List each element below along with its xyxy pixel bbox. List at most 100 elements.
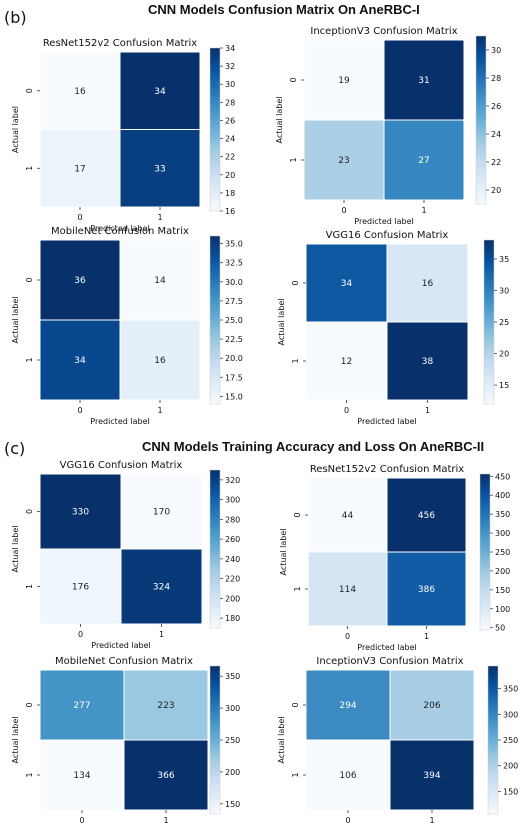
heatmap-cell — [120, 548, 203, 625]
cell-value-label: 324 — [153, 583, 170, 593]
chart-title: MobileNet Confusion Matrix — [55, 656, 193, 667]
colorbar-tick-label: 22 — [491, 158, 501, 167]
confusion-matrix-chart: VGG16 Confusion Matrix 34 16 12 38 0 1 0 1 Predic… — [277, 230, 509, 426]
y-axis-label: Actual label — [279, 529, 288, 576]
colorbar-tick-label: 35.0 — [225, 240, 243, 249]
colorbar — [483, 239, 495, 405]
colorbar-tick-label: 30 — [499, 286, 509, 295]
y-tick-label: 1 — [25, 584, 34, 589]
cell-value-label: 223 — [157, 701, 174, 711]
colorbar-tick-label: 30 — [491, 46, 501, 55]
heatmap-cell — [389, 669, 475, 741]
confusion-matrix-chart: ResNet152v2 Confusion Matrix 16 34 17 33 0 1 0 1… — [11, 38, 235, 233]
cell-value-label: 386 — [418, 585, 435, 595]
heatmap-cell — [386, 243, 469, 323]
section-b-letter: (b) — [4, 8, 27, 27]
cell-value-label: 34 — [74, 356, 86, 366]
x-axis-label: Predicted label — [90, 417, 149, 426]
colorbar-tick-label: 22.5 — [225, 335, 243, 344]
cell-value-label: 16 — [154, 356, 166, 366]
heatmap-cell — [305, 669, 391, 741]
y-tick-label: 0 — [25, 702, 34, 707]
y-axis-label: Actual label — [11, 717, 20, 764]
heatmap-cell — [383, 39, 465, 121]
cell-value-label: 19 — [338, 76, 350, 86]
heatmap-cell — [39, 319, 121, 401]
colorbar-tick-label: 22 — [225, 153, 235, 162]
x-tick-label: 0 — [341, 206, 346, 215]
cell-value-label: 38 — [422, 357, 434, 367]
y-tick-label: 1 — [25, 772, 34, 777]
y-tick-label: 1 — [293, 586, 302, 591]
x-axis-label: Predicted label — [357, 643, 416, 652]
confusion-matrix-chart: InceptionV3 Confusion Matrix 19 31 23 27 0 1 0 1… — [275, 26, 501, 226]
colorbar-tick-label: 17.5 — [225, 373, 243, 382]
x-tick-label: 1 — [425, 406, 430, 415]
x-tick-label: 1 — [163, 816, 168, 825]
colorbar-tick-label: 15 — [499, 381, 509, 390]
colorbar-tick-label: 20 — [499, 350, 509, 359]
colorbar — [209, 235, 221, 405]
heatmap-cell — [389, 739, 475, 811]
x-tick-label: 1 — [424, 632, 429, 641]
y-tick-label: 1 — [289, 157, 298, 162]
colorbar — [209, 47, 221, 212]
x-tick-label: 0 — [78, 630, 83, 639]
section-c-letter: (c) — [4, 439, 26, 458]
colorbar-tick-label: 260 — [225, 535, 240, 544]
y-tick-label: 0 — [25, 277, 34, 282]
colorbar-tick-label: 35 — [499, 255, 509, 264]
cell-value-label: 16 — [74, 87, 86, 97]
x-tick-label: 1 — [421, 206, 426, 215]
cell-value-label: 34 — [341, 279, 353, 289]
colorbar-tick-label: 20.0 — [225, 354, 243, 363]
y-tick-label: 1 — [291, 772, 300, 777]
y-axis-label: Actual label — [11, 106, 20, 153]
cell-value-label: 294 — [339, 701, 356, 711]
cell-value-label: 106 — [339, 771, 356, 781]
colorbar-tick-label: 320 — [225, 476, 240, 485]
colorbar-tick-label: 240 — [225, 555, 240, 564]
x-tick-label: 1 — [157, 213, 162, 222]
x-tick-label: 0 — [77, 213, 82, 222]
heatmap-cell — [123, 739, 209, 811]
cell-value-label: 394 — [423, 771, 440, 781]
section-b-title: CNN Models Confusion Matrix On AneRBC-I — [148, 2, 420, 17]
confusion-matrix-chart: MobileNet Confusion Matrix 277 223 134 366 0 1… — [11, 656, 240, 825]
heatmap-cell — [39, 669, 125, 741]
cell-value-label: 176 — [72, 583, 89, 593]
x-tick-label: 0 — [344, 406, 349, 415]
colorbar-tick-label: 25.0 — [225, 316, 243, 325]
colorbar-tick-label: 200 — [503, 762, 518, 771]
chart-title: InceptionV3 Confusion Matrix — [310, 26, 457, 37]
colorbar-tick-label: 30 — [225, 80, 235, 89]
colorbar-tick-label: 300 — [503, 710, 518, 719]
y-tick-label: 1 — [25, 357, 34, 362]
cell-value-label: 16 — [422, 279, 434, 289]
cell-value-label: 170 — [153, 508, 170, 518]
y-tick-label: 0 — [25, 509, 34, 514]
heatmap-cell — [307, 477, 388, 553]
confusion-matrix-chart: InceptionV3 Confusion Matrix 294 206 106 394… — [277, 656, 518, 825]
y-axis-label: Actual label — [275, 97, 284, 144]
colorbar-tick-label: 20 — [225, 171, 235, 180]
colorbar-tick-label: 32 — [225, 62, 235, 71]
chart-title: VGG16 Confusion Matrix — [60, 460, 183, 471]
colorbar-tick-label: 250 — [503, 736, 518, 745]
chart-title: MobileNet Confusion Matrix — [51, 226, 189, 237]
colorbar-tick-label: 25 — [499, 318, 509, 327]
x-axis-label: Predicted label — [354, 217, 413, 226]
y-tick-label: 0 — [25, 88, 34, 93]
colorbar-tick-label: 50 — [495, 624, 505, 633]
cell-value-label: 277 — [73, 701, 90, 711]
colorbar — [475, 35, 487, 205]
y-axis-label: Actual label — [277, 717, 286, 764]
colorbar-tick-label: 200 — [495, 567, 510, 576]
confusion-matrix-chart: VGG16 Confusion Matrix 330 170 176 324 0 1 0 1 Pr… — [11, 460, 240, 650]
cell-value-label: 33 — [154, 164, 165, 174]
colorbar-tick-label: 18 — [225, 189, 235, 198]
y-tick-label: 0 — [289, 77, 298, 82]
confusion-matrix-chart: ResNet152v2 Confusion Matrix 44 456 114 386 0… — [279, 464, 510, 652]
cell-value-label: 27 — [418, 156, 429, 166]
colorbar-tick-label: 300 — [225, 496, 240, 505]
